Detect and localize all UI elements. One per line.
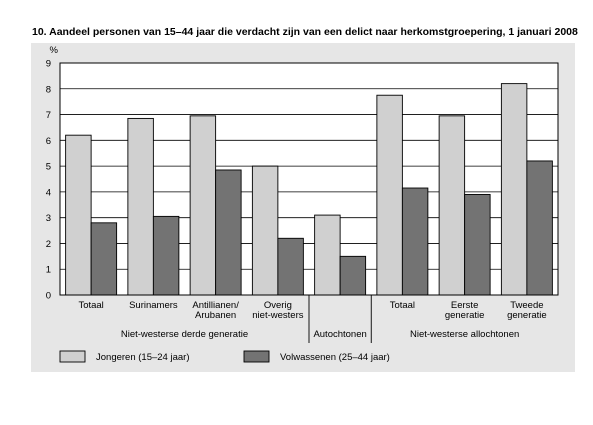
x-tick-label: Surinamers xyxy=(129,300,178,311)
group-label: Autochtonen xyxy=(313,329,366,340)
bar-jongeren xyxy=(65,134,92,296)
bar-jongeren xyxy=(500,83,528,296)
bar-jongeren xyxy=(189,115,217,296)
y-tick-label: 4 xyxy=(46,187,51,198)
bar-volwassenen xyxy=(339,255,367,296)
y-tick-label: 8 xyxy=(46,84,51,95)
bar-volwassenen xyxy=(152,215,180,296)
group-label: Niet-westerse derde generatie xyxy=(121,329,248,340)
chart-title: 10. Aandeel personen van 15–44 jaar die … xyxy=(32,26,578,38)
x-tick-label: Eerste xyxy=(451,300,478,311)
bar-volwassenen xyxy=(277,237,304,296)
y-tick-label: 2 xyxy=(46,239,51,250)
y-tick-label: 1 xyxy=(46,265,51,276)
x-tick-label: Totaal xyxy=(390,300,415,311)
x-tick-label: generatie xyxy=(507,310,547,321)
y-tick-label: 9 xyxy=(46,59,51,70)
bar-jongeren xyxy=(376,94,403,296)
bar-volwassenen xyxy=(401,187,429,296)
legend-swatch xyxy=(59,350,86,363)
legend-label: Volwassenen (25–44 jaar) xyxy=(280,352,390,363)
bar-jongeren xyxy=(438,115,466,296)
group-label: Niet-westerse allochtonen xyxy=(410,329,519,340)
legend-label: Jongeren (15–24 jaar) xyxy=(96,352,189,363)
y-tick-label: 7 xyxy=(46,110,51,121)
bar-jongeren xyxy=(251,165,279,296)
y-axis-unit: % xyxy=(50,45,59,56)
x-tick-label: Totaal xyxy=(78,300,103,311)
y-tick-label: 3 xyxy=(46,213,51,224)
bar-volwassenen xyxy=(464,194,491,296)
y-tick-label: 0 xyxy=(46,291,51,302)
bar-volwassenen xyxy=(90,222,118,296)
y-tick-label: 6 xyxy=(46,136,51,147)
y-tick-label: 5 xyxy=(46,162,51,173)
x-tick-label: generatie xyxy=(445,310,485,321)
x-tick-label: Antillianen/ xyxy=(192,300,239,311)
x-tick-label: Arubanen xyxy=(195,310,236,321)
bar-jongeren xyxy=(314,214,341,296)
x-tick-label: Tweede xyxy=(510,300,543,311)
bar-volwassenen xyxy=(526,160,553,296)
legend-swatch xyxy=(243,350,270,363)
bar-jongeren xyxy=(127,117,154,296)
x-tick-label: Overig xyxy=(264,300,292,311)
x-tick-label: niet-westers xyxy=(252,310,303,321)
bar-volwassenen xyxy=(215,169,242,296)
